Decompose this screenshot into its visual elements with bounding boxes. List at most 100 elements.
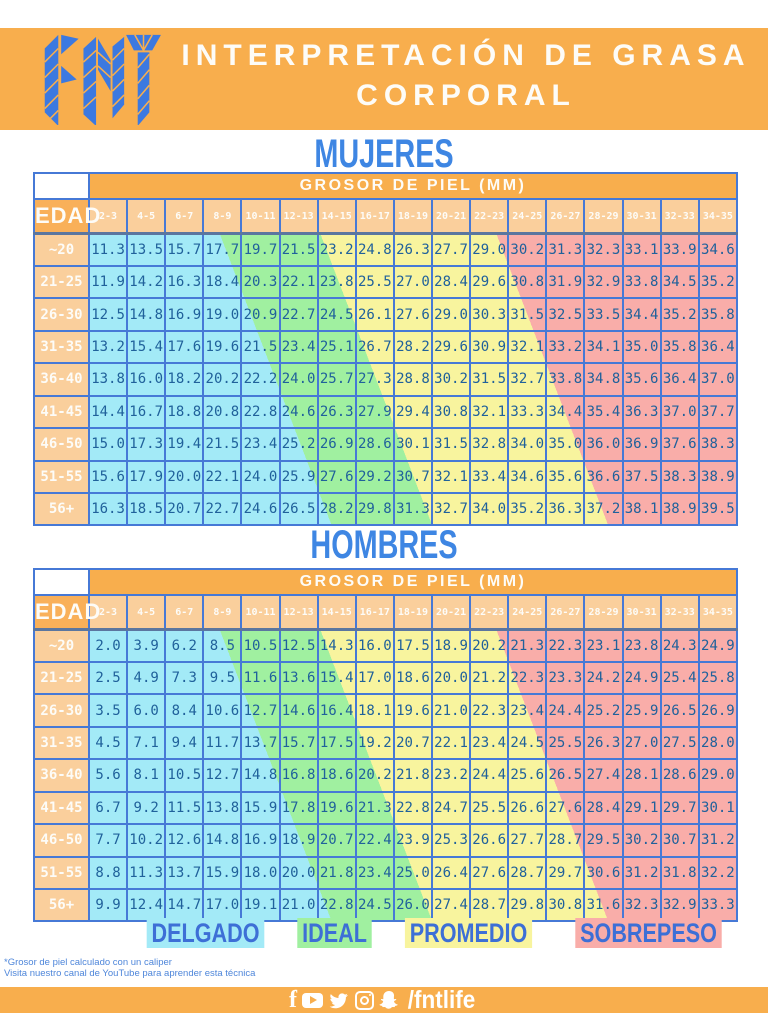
value-cell: 13.2 [87, 329, 129, 365]
value-cell: 21.0 [430, 693, 472, 728]
value-cell: 22.4 [354, 823, 395, 858]
age-row-label: 51-55 [33, 459, 90, 495]
age-row-label: 21-25 [33, 660, 90, 696]
age-row-label: ~20 [33, 232, 90, 267]
value-cell: 38.9 [659, 491, 700, 527]
value-cell: 14.6 [278, 693, 319, 728]
col-header-4-5: 4-5 [126, 594, 167, 631]
value-cell: 26.0 [392, 887, 433, 923]
footnote: *Grosor de piel calculado con un caliper… [4, 957, 255, 980]
value-cell: 15.4 [126, 329, 167, 365]
value-cell: 16.7 [126, 394, 167, 430]
value-cell: 24.4 [545, 693, 586, 728]
value-cell: 36.3 [621, 394, 662, 430]
value-cell: 22.8 [240, 394, 281, 430]
age-row-label: 21-25 [33, 264, 90, 300]
corner-spacer [33, 568, 90, 596]
table-row: ~20 2.0 3.9 6.2 8.5 10.5 12.5 14.3 16.0 17.5 18.9 2… [33, 628, 739, 663]
value-cell: 9.4 [164, 725, 205, 761]
col-header-16-17: 16-17 [354, 198, 395, 235]
value-cell: 17.6 [164, 329, 205, 365]
value-cell: 32.3 [621, 887, 662, 923]
value-cell: 31.3 [545, 232, 586, 267]
value-cell: 32.1 [507, 329, 548, 365]
value-cell: 35.2 [659, 297, 700, 332]
table-row: 41-45 14.4 16.7 18.8 20.8 22.8 24.6 26.3 27.9 29.… [33, 394, 739, 430]
value-cell: 23.2 [430, 758, 472, 793]
value-cell: 34.4 [545, 394, 586, 430]
col-header-34-35: 34-35 [697, 198, 739, 235]
value-cell: 20.7 [164, 491, 205, 527]
value-cell: 35.8 [659, 329, 700, 365]
main-title-line2: CORPORAL [356, 78, 576, 112]
value-cell: 22.2 [240, 362, 281, 397]
value-cell: 36.0 [583, 427, 624, 462]
value-cell: 27.5 [659, 725, 700, 761]
col-header-16-17: 16-17 [354, 594, 395, 631]
social-handle: /fntlife [407, 985, 476, 1014]
value-cell: 14.3 [316, 628, 357, 663]
value-cell: 12.7 [202, 758, 243, 793]
value-cell: 15.6 [87, 459, 129, 495]
value-cell: 30.9 [469, 329, 510, 365]
value-cell: 24.5 [507, 725, 548, 761]
value-cell: 13.8 [202, 790, 243, 826]
value-cell: 22.3 [545, 628, 586, 663]
youtube-play-triangle [310, 996, 317, 1004]
value-cell: 13.7 [164, 855, 205, 891]
value-cell: 26.4 [430, 855, 472, 891]
value-cell: 32.9 [659, 887, 700, 923]
value-cell: 10.5 [240, 628, 281, 663]
table-row: 26-30 3.5 6.0 8.4 10.6 12.7 14.6 16.4 18.1 19.6 21… [33, 693, 739, 728]
value-cell: 22.7 [278, 297, 319, 332]
age-row-label: 46-50 [33, 427, 90, 462]
value-cell: 33.8 [545, 362, 586, 397]
value-cell: 22.7 [202, 491, 243, 527]
value-cell: 24.8 [354, 232, 395, 267]
value-cell: 26.3 [316, 394, 357, 430]
value-cell: 38.9 [697, 459, 739, 495]
value-cell: 24.4 [469, 758, 510, 793]
value-cell: 4.9 [126, 660, 167, 696]
value-cell: 36.4 [659, 362, 700, 397]
value-cell: 8.8 [87, 855, 129, 891]
value-cell: 26.3 [392, 232, 433, 267]
value-cell: 24.3 [659, 628, 700, 663]
value-cell: 21.3 [507, 628, 548, 663]
table-row: 51-55 8.8 11.3 13.7 15.9 18.0 20.0 21.8 23.4 25.0… [33, 855, 739, 891]
mujeres-table-container: GROSOR DE PIEL (MM) EDAD 2-3 4-5 6-7 8-9 10-11… [33, 172, 739, 527]
value-cell: 27.6 [545, 790, 586, 826]
value-cell: 16.8 [278, 758, 319, 793]
col-header-6-7: 6-7 [164, 594, 205, 631]
value-cell: 31.5 [430, 427, 472, 462]
table-row: 51-55 15.6 17.9 20.0 22.1 24.0 25.9 27.6 29.2 30.… [33, 459, 739, 495]
fnt-logo [32, 33, 164, 126]
value-cell: 32.7 [430, 491, 472, 527]
table-row: 36-40 13.8 16.0 18.2 20.2 22.2 24.0 25.7 27.3 28.… [33, 362, 739, 397]
value-cell: 12.5 [278, 628, 319, 663]
value-cell: 31.5 [469, 362, 510, 397]
age-row-label: 26-30 [33, 693, 90, 728]
value-cell: 31.3 [392, 491, 433, 527]
value-cell: 26.7 [354, 329, 395, 365]
age-row-label: 36-40 [33, 758, 90, 793]
value-cell: 22.3 [469, 693, 510, 728]
value-cell: 35.0 [545, 427, 586, 462]
value-cell: 27.6 [469, 855, 510, 891]
table-row: 26-30 12.5 14.8 16.9 19.0 20.9 22.7 24.5 26.1 27.… [33, 297, 739, 332]
age-row-label: 36-40 [33, 362, 90, 397]
col-header-28-29: 28-29 [583, 594, 624, 631]
age-row-label: 41-45 [33, 790, 90, 826]
value-cell: 24.0 [278, 362, 319, 397]
value-cell: 11.9 [87, 264, 129, 300]
value-cell: 16.9 [240, 823, 281, 858]
table-row: 21-25 2.5 4.9 7.3 9.5 11.6 13.6 15.4 17.0 18.6 20.… [33, 660, 739, 696]
value-cell: 28.6 [354, 427, 395, 462]
value-cell: 19.6 [202, 329, 243, 365]
value-cell: 30.2 [507, 232, 548, 267]
value-cell: 34.1 [583, 329, 624, 365]
value-cell: 13.8 [87, 362, 129, 397]
col-header-4-5: 4-5 [126, 198, 167, 235]
col-header-32-33: 32-33 [659, 198, 700, 235]
value-cell: 17.0 [202, 887, 243, 923]
